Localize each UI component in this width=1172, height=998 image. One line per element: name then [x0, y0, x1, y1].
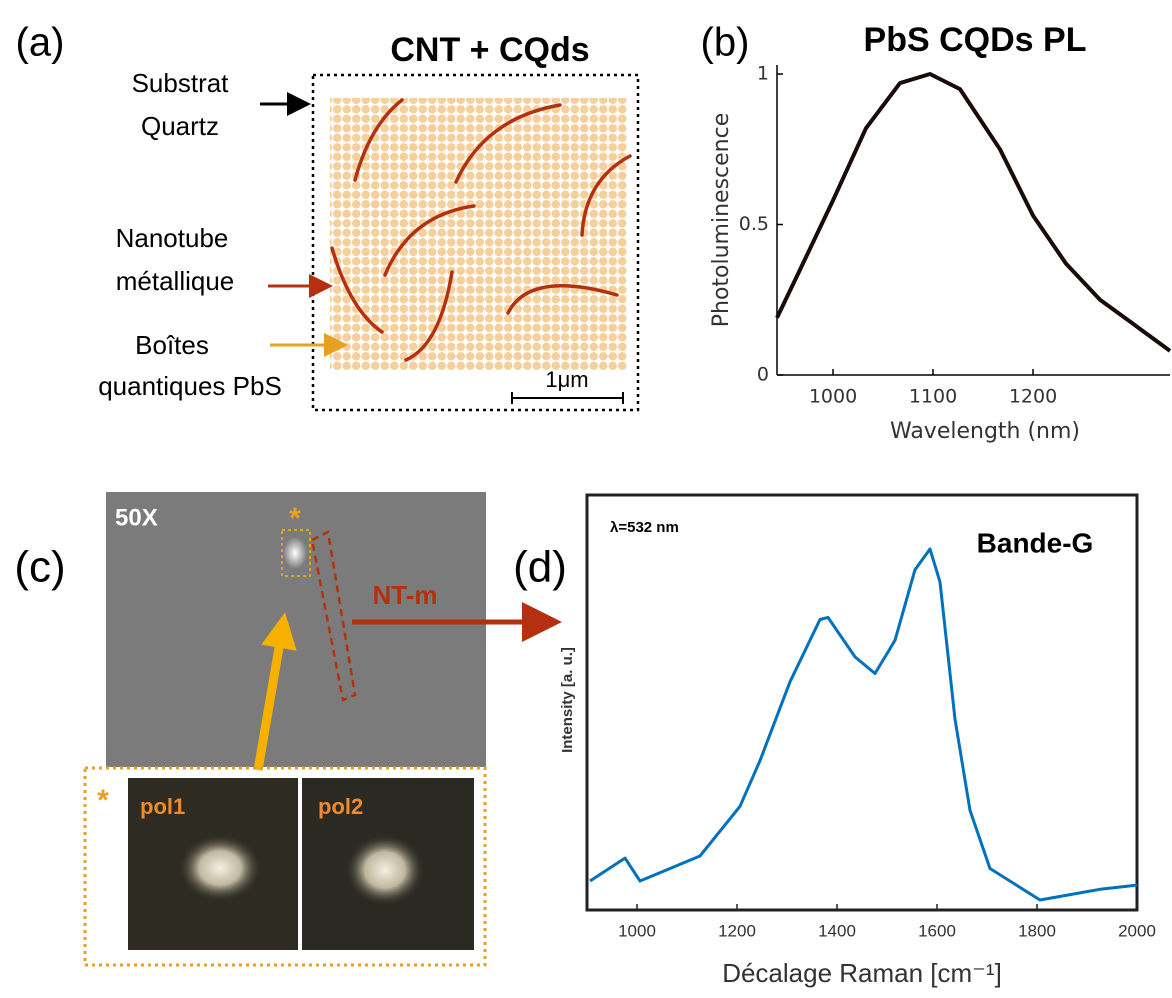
- y-tick-label: 0.5: [739, 213, 769, 235]
- panel-label: (a): [16, 21, 65, 65]
- inset-box: [83, 766, 487, 967]
- panel-a: (a) CNT + CQds 1μm Substrat Quartz Nanot…: [16, 21, 640, 412]
- inset-label: pol1: [140, 794, 185, 819]
- nanotube-label: métallique: [116, 266, 235, 296]
- marker: *: [97, 784, 109, 817]
- substrate-label: Substrat: [132, 68, 230, 98]
- y-tick-label: 1: [757, 63, 769, 85]
- tube-label: NT-m: [373, 580, 438, 610]
- annotation: λ=532 nm: [610, 519, 679, 536]
- panel-title: CNT + CQds: [390, 31, 589, 69]
- x-tick-label: 1100: [909, 386, 957, 408]
- x-tick-label: 1000: [618, 921, 656, 940]
- x-tick-label: 1600: [918, 921, 956, 940]
- tube-outline: [310, 530, 357, 702]
- x-axis-label: Décalage Raman [cm⁻¹]: [722, 958, 1002, 988]
- chart-title: PbS CQDs PL: [864, 21, 1087, 59]
- magnification: 50X: [115, 504, 158, 531]
- marker: *: [289, 502, 301, 535]
- dot-field: [330, 98, 627, 370]
- dots-label: Boîtes: [135, 330, 209, 360]
- plot-frame: [585, 493, 1139, 912]
- x-tick-label: 1000: [809, 386, 857, 408]
- substrate-label: Quartz: [141, 111, 219, 141]
- x-tick-label: 1200: [1009, 386, 1057, 408]
- spot-box: [281, 529, 311, 577]
- y-tick-label: 0: [757, 364, 769, 386]
- panel-label: (c): [14, 543, 65, 592]
- y-axis-label: Intensity [a. u.]: [559, 647, 576, 753]
- arrow: [253, 612, 297, 771]
- x-tick-label: 2000: [1118, 921, 1156, 940]
- dots-label: quantiques PbS: [98, 371, 282, 401]
- bright-spot: [283, 537, 307, 569]
- y-axis-label: Photoluminescence: [709, 113, 734, 328]
- nanotube-label: Nanotube: [116, 223, 229, 253]
- data-line: [775, 72, 1172, 353]
- x-axis-label: Wavelength (nm): [890, 419, 1080, 444]
- inset-spot: [345, 834, 425, 906]
- x-tick-label: 1200: [718, 921, 756, 940]
- substrate-box: [311, 73, 640, 412]
- inset-spot: [178, 834, 262, 902]
- panel-c: (c) 50X * NT-m * pol1 pol2: [14, 492, 562, 967]
- inset-label: pol2: [318, 794, 363, 819]
- x-tick-label: 1800: [1018, 921, 1056, 940]
- data-line: [589, 547, 1138, 902]
- nanotubes: [330, 98, 632, 362]
- panel-label: (d): [513, 543, 567, 592]
- x-tick-label: 1400: [818, 921, 856, 940]
- annotation: Bande-G: [977, 527, 1094, 558]
- panel-label: (b): [701, 21, 750, 65]
- scale-label: 1μm: [545, 367, 588, 392]
